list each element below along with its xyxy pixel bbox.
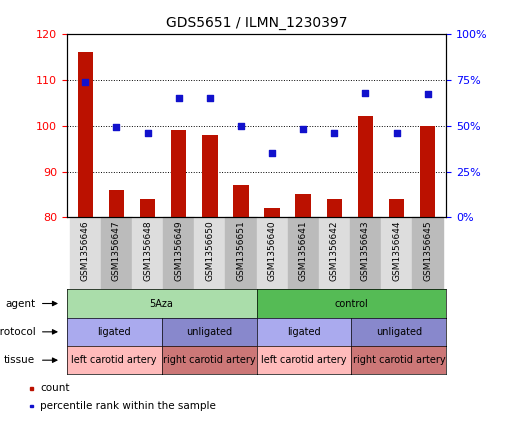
Point (112, 124, 121, 131)
Point (144, 129, 152, 136)
Point (392, 129, 401, 136)
Text: agent: agent (5, 299, 35, 308)
Bar (132, 217, 163, 289)
Bar (171, 130, 187, 217)
Bar (326, 199, 342, 217)
Point (237, 122, 245, 129)
Text: percentile rank within the sample: percentile rank within the sample (41, 401, 216, 411)
Point (174, 95, 183, 102)
Bar (389, 199, 404, 217)
Bar (163, 217, 194, 289)
Text: right carotid artery: right carotid artery (163, 355, 255, 365)
Bar (70, 217, 101, 289)
Point (424, 91, 432, 98)
Bar (264, 208, 280, 217)
Point (299, 126, 307, 133)
Bar (225, 217, 256, 289)
Text: count: count (41, 383, 70, 393)
Bar (412, 217, 443, 289)
Text: control: control (334, 299, 368, 308)
Text: right carotid artery: right carotid artery (352, 355, 445, 365)
Text: left carotid artery: left carotid artery (71, 355, 157, 365)
Point (81, 78, 89, 85)
Bar (420, 126, 436, 217)
Text: 5Aza: 5Aza (150, 299, 173, 308)
Title: GDS5651 / ILMN_1230397: GDS5651 / ILMN_1230397 (166, 16, 347, 30)
Text: ligated: ligated (287, 327, 321, 337)
Text: protocol: protocol (0, 327, 35, 337)
Bar (140, 199, 155, 217)
Bar (350, 217, 381, 289)
Bar (109, 190, 124, 217)
Bar (101, 217, 132, 289)
Bar (319, 217, 350, 289)
Bar (288, 217, 319, 289)
Bar (358, 116, 373, 217)
Bar (202, 135, 218, 217)
Text: left carotid artery: left carotid artery (261, 355, 347, 365)
Bar (233, 185, 249, 217)
Text: tissue: tissue (4, 355, 35, 365)
Text: unligated: unligated (186, 327, 232, 337)
Point (206, 95, 214, 102)
Point (268, 150, 276, 157)
Bar (295, 195, 311, 217)
Text: unligated: unligated (376, 327, 422, 337)
Bar (30, 387, 33, 390)
Text: ligated: ligated (97, 327, 131, 337)
Bar (256, 217, 288, 289)
Bar (381, 217, 412, 289)
Point (361, 89, 369, 96)
Bar (30, 405, 33, 407)
Bar (194, 217, 225, 289)
Point (330, 129, 339, 136)
Bar (77, 52, 93, 217)
